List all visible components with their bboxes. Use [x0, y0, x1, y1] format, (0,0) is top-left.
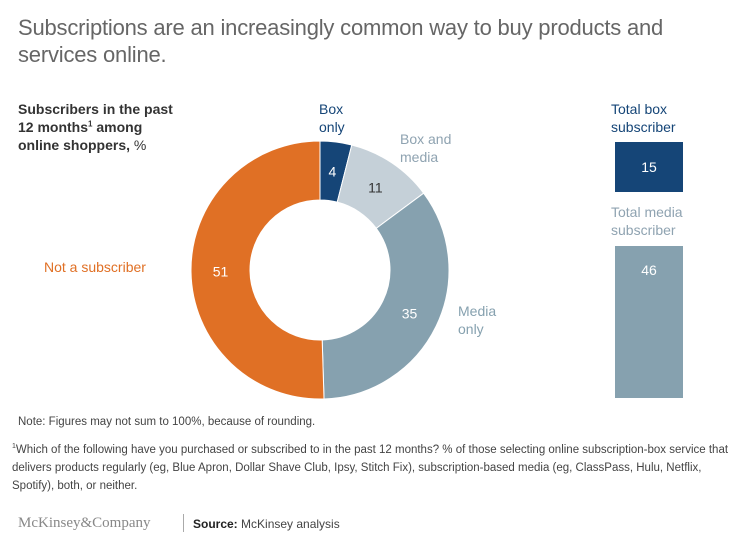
label-media-only-line-2: only: [458, 321, 484, 337]
bar-total-media: 46: [615, 246, 683, 398]
divider: [183, 514, 184, 532]
label-box-only-line-1: Box: [319, 101, 344, 117]
bar-title-box-line-2: subscriber: [611, 119, 676, 135]
bar-title-box: Total box subscriber: [611, 100, 676, 136]
bar-total-box: 15: [615, 142, 683, 192]
donut-slice-media-only: [321, 192, 450, 400]
bar-value-media: 46: [641, 262, 657, 278]
footnote-number: 1: [12, 443, 16, 451]
footnote-text: Which of the following have you purchase…: [12, 444, 729, 492]
chart-subtitle: Subscribers in the past 12 months1 among…: [18, 100, 218, 154]
bar-title-media-line-1: Total media: [611, 204, 683, 220]
label-box-only-line-2: only: [319, 119, 345, 135]
source: Source: McKinsey analysis: [193, 517, 340, 531]
subtitle-months: 12 months: [18, 119, 89, 135]
chart-title: Subscriptions are an increasingly common…: [18, 15, 664, 67]
brand-logo: McKinsey&Company: [18, 515, 151, 531]
subtitle-unit: %: [130, 137, 147, 153]
subtitle-line-2: 12 months1 among: [18, 119, 142, 135]
label-media-only-line-1: Media: [458, 303, 497, 319]
label-not-subscriber: Not a subscriber: [44, 258, 146, 276]
label-box-only: Box only: [319, 100, 345, 136]
label-box-and-media-line-2: media: [400, 149, 439, 165]
donut-value-box-and-media: 11: [368, 179, 383, 195]
donut-slice-not-a-subscriber: [190, 140, 325, 400]
bar-title-box-line-1: Total box: [611, 101, 668, 117]
donut-value-not-a-subscriber: 51: [213, 264, 229, 280]
label-box-and-media-line-1: Box and: [400, 131, 452, 147]
subtitle-among: among: [92, 119, 143, 135]
bar-title-media: Total media subscriber: [611, 203, 683, 239]
note: Note: Figures may not sum to 100%, becau…: [18, 416, 316, 428]
bar-title-media-line-2: subscriber: [611, 222, 676, 238]
footnote: 1Which of the following have you purchas…: [12, 441, 732, 495]
label-media-only: Media only: [458, 302, 496, 338]
subtitle-line-1: Subscribers in the past: [18, 101, 173, 117]
label-not-subscriber-line-1: Not a subscriber: [44, 259, 146, 275]
source-text: McKinsey analysis: [237, 517, 340, 531]
source-label: Source:: [193, 517, 238, 531]
donut-value-media-only: 35: [402, 305, 418, 321]
bar-value-box: 15: [641, 158, 657, 175]
label-box-and-media: Box and media: [400, 130, 451, 166]
footnote-marker: 1: [88, 119, 93, 129]
subtitle-line-3: online shoppers,: [18, 137, 131, 153]
donut-value-box-only: 4: [328, 163, 336, 179]
